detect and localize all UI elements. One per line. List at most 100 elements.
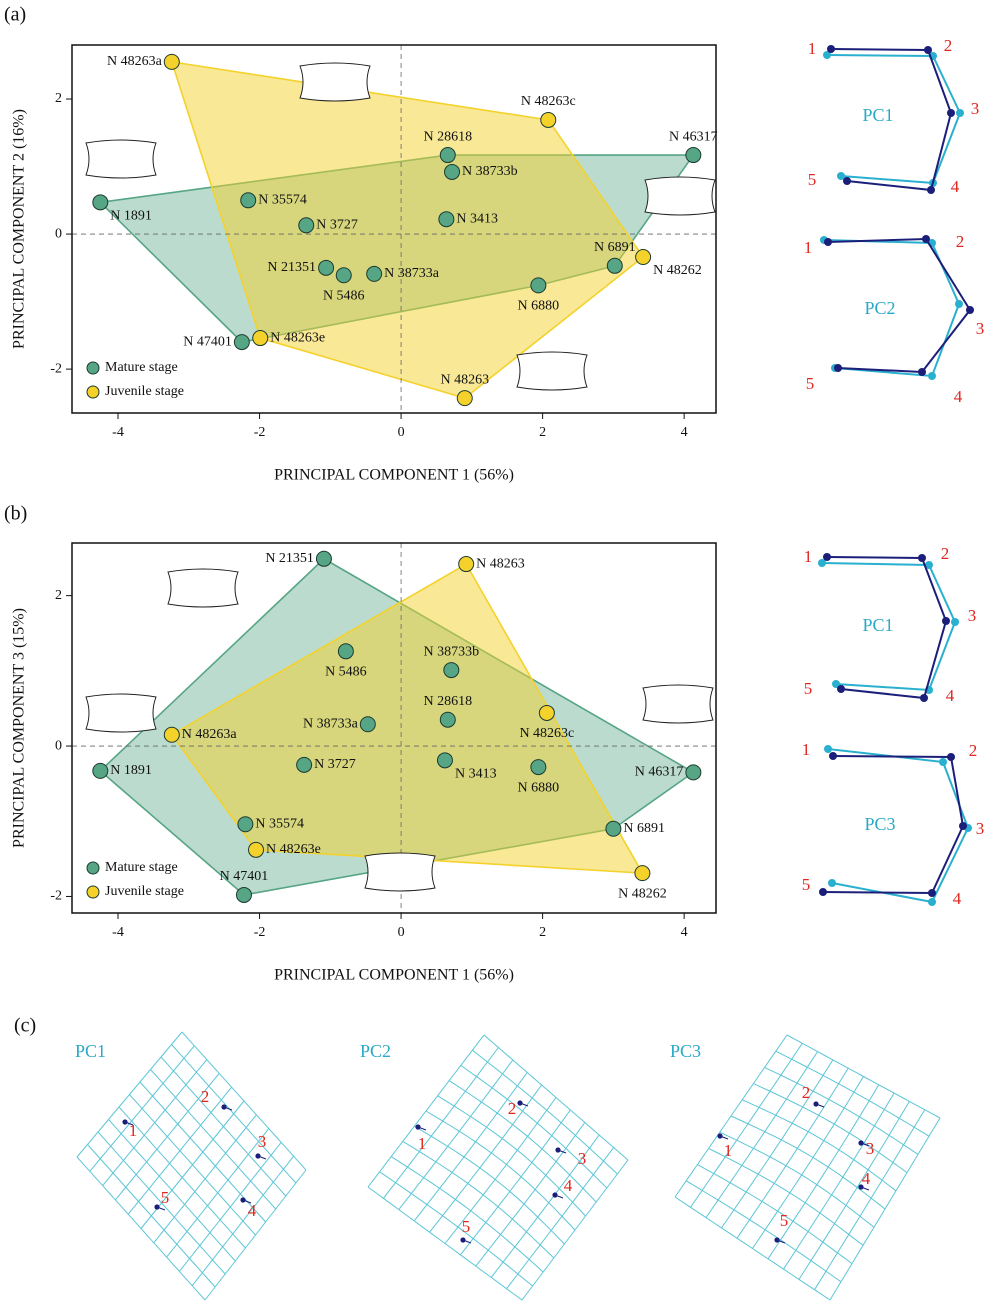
landmark-point — [415, 1124, 420, 1129]
deformation-grid: 12345PC2 — [360, 1035, 628, 1300]
landmark-point — [924, 46, 932, 54]
data-point — [531, 278, 546, 293]
figure: (a) (b) (c) -4-2024-202PRINCIPAL COMPONE… — [0, 0, 990, 1303]
data-point — [686, 148, 701, 163]
x-tick-label: 0 — [398, 425, 405, 440]
landmark-point — [928, 898, 936, 906]
grid-title: PC2 — [360, 1041, 391, 1061]
landmark-point — [834, 364, 842, 372]
landmark-number: 4 — [564, 1176, 573, 1195]
grid-line — [753, 1077, 864, 1249]
landmark-plot: 12345PC3 — [802, 740, 985, 908]
legend-label: Juvenile stage — [105, 384, 184, 399]
landmark-point — [922, 235, 930, 243]
point-label: N 48263a — [107, 54, 163, 69]
landmark-point — [255, 1153, 260, 1158]
grid-line — [720, 1132, 874, 1227]
point-label: N 6880 — [518, 299, 560, 314]
landmark-number: 4 — [951, 177, 960, 196]
x-tick-label: -4 — [112, 925, 124, 940]
landmark-number: 3 — [976, 319, 985, 338]
landmark-number: 1 — [418, 1134, 427, 1153]
grid-line — [449, 1081, 596, 1202]
data-point — [241, 193, 256, 208]
landmark-outline — [828, 239, 970, 372]
x-tick-label: 4 — [681, 425, 688, 440]
landmark-number: 5 — [780, 1211, 789, 1230]
landmark-point — [920, 694, 928, 702]
landmark-number: 4 — [946, 686, 955, 705]
point-label: N 48263e — [270, 330, 325, 345]
landmark-number: 2 — [508, 1099, 517, 1118]
point-label: N 35574 — [258, 193, 307, 208]
landmark-number: 2 — [201, 1087, 210, 1106]
x-axis-title: PRINCIPAL COMPONENT 1 (56%) — [274, 967, 514, 984]
data-point — [367, 266, 382, 281]
landmark-number: 2 — [802, 1083, 811, 1102]
grid-line — [830, 1118, 940, 1300]
landmark-point — [947, 109, 955, 117]
data-point — [360, 717, 375, 732]
legend-marker — [87, 362, 99, 374]
panel-label: (b) — [4, 503, 27, 525]
landmark-number: 5 — [806, 374, 815, 393]
point-label: N 46317 — [635, 765, 684, 780]
landmark-plot-title: PC2 — [864, 298, 895, 318]
landmark-number: 1 — [724, 1141, 733, 1160]
grid-title: PC1 — [75, 1041, 106, 1061]
shell-outline-icon — [300, 63, 370, 101]
grid-line — [691, 1043, 803, 1207]
landmark-point — [947, 753, 955, 761]
data-point — [539, 705, 554, 720]
scatter-plot: -4-2024-202PRINCIPAL COMPONENT 1 (56%)PR… — [11, 45, 718, 484]
landmark-number: 1 — [804, 547, 813, 566]
grid-line — [507, 1148, 614, 1289]
landmark-point — [918, 554, 926, 562]
data-point — [299, 218, 314, 233]
landmark-point — [460, 1237, 465, 1242]
data-point — [93, 763, 108, 778]
landmark-number: 2 — [969, 741, 978, 760]
point-label: N 47401 — [183, 334, 232, 349]
landmark-point — [823, 553, 831, 561]
data-point — [316, 551, 331, 566]
panel-label: (a) — [4, 4, 26, 26]
x-tick-label: -4 — [112, 425, 124, 440]
data-point — [457, 391, 472, 406]
shell-outline-icon — [365, 853, 435, 891]
data-point — [444, 663, 459, 678]
point-label: N 38733b — [424, 644, 480, 659]
grid-line — [391, 1157, 543, 1272]
landmark-number: 2 — [956, 232, 965, 251]
x-tick-label: 4 — [681, 925, 688, 940]
landmark-point — [717, 1133, 722, 1138]
point-label: N 48263a — [182, 727, 238, 742]
landmark-point — [918, 368, 926, 376]
landmark-point — [939, 758, 947, 766]
landmark-plot-title: PC1 — [862, 615, 893, 635]
point-label: N 1891 — [110, 209, 152, 224]
point-label: N 48263 — [440, 372, 489, 387]
point-label: N 48262 — [653, 263, 702, 278]
legend-marker — [87, 886, 99, 898]
grid-line — [799, 1101, 909, 1279]
data-point — [297, 757, 312, 772]
data-point — [253, 331, 268, 346]
point-label: N 48262 — [618, 886, 667, 901]
grid-line — [368, 1187, 522, 1300]
point-label: N 38733a — [303, 716, 359, 731]
x-tick-label: -2 — [254, 925, 266, 940]
scatter-plot: -4-2024-202PRINCIPAL COMPONENT 1 (56%)PR… — [11, 543, 716, 984]
landmark-number: 1 — [804, 238, 813, 257]
shell-outline-icon — [86, 140, 156, 178]
landmark-point — [552, 1192, 557, 1197]
landmark-number: 4 — [954, 387, 963, 406]
landmark-point — [824, 745, 832, 753]
data-point — [164, 727, 179, 742]
x-axis-title: PRINCIPAL COMPONENT 1 (56%) — [274, 467, 514, 484]
data-point — [249, 842, 264, 857]
data-point — [164, 54, 179, 69]
landmark-point — [827, 45, 835, 53]
grid-line — [765, 1067, 918, 1154]
landmark-point — [774, 1237, 779, 1242]
